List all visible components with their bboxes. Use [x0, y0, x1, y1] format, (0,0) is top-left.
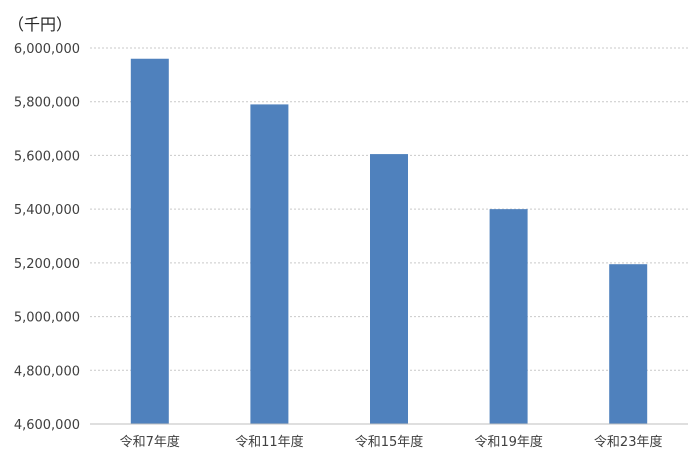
x-category-label: 令和23年度 — [594, 434, 663, 450]
bar — [489, 209, 528, 424]
x-category-label: 令和11年度 — [235, 434, 304, 450]
y-tick-label: 4,600,000 — [14, 418, 80, 433]
bars — [130, 58, 648, 425]
bar — [609, 264, 648, 424]
y-tick-label: 4,800,000 — [14, 364, 80, 379]
y-tick-label: 5,000,000 — [14, 311, 80, 326]
y-tick-label: 5,200,000 — [14, 257, 80, 272]
y-tick-label: 5,400,000 — [14, 203, 80, 218]
bar — [130, 58, 169, 424]
y-axis-ticks: 4,600,000 4,800,000 5,000,000 5,200,000 5,40… — [14, 42, 80, 433]
y-tick-label: 6,000,000 — [14, 42, 80, 57]
x-axis-categories: 令和7年度 令和11年度 令和15年度 令和19年度 令和23年度 — [120, 434, 663, 450]
bar — [370, 154, 408, 425]
x-category-label: 令和15年度 — [355, 434, 424, 450]
x-category-label: 令和19年度 — [474, 434, 543, 450]
y-tick-label: 5,600,000 — [14, 149, 80, 164]
y-axis-unit-label: （千円） — [8, 15, 72, 34]
bar — [250, 104, 289, 425]
x-category-label: 令和7年度 — [120, 434, 180, 450]
y-tick-label: 5,800,000 — [14, 96, 80, 111]
